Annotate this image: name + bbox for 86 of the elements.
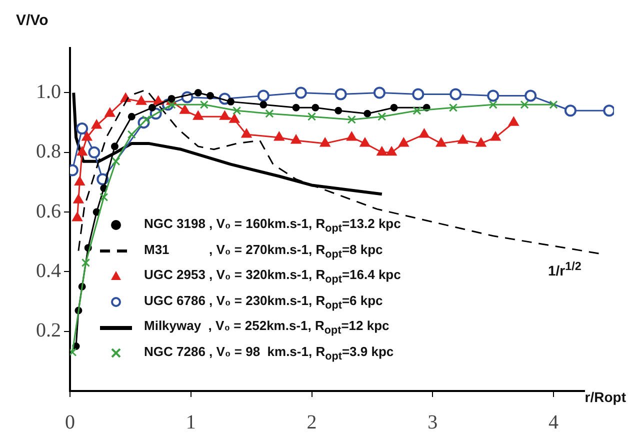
- point: [200, 100, 208, 109]
- y-tick-label: 0.6: [36, 200, 61, 222]
- point: [112, 157, 120, 166]
- legend-label: NGC 7286 , V₀ = 98 km.s-1, R$_{opt}$=3.9 kpc: [144, 344, 394, 363]
- legend-label: Milkyway , V₀ = 252km.s-1, R$_{opt}$=12 kpc: [144, 318, 390, 337]
- point: [488, 100, 498, 109]
- point: [74, 176, 85, 186]
- point: [88, 146, 100, 158]
- point: [168, 94, 176, 102]
- point: [232, 106, 242, 115]
- point: [373, 86, 386, 99]
- point: [194, 88, 202, 96]
- point: [334, 88, 347, 100]
- point: [360, 138, 370, 147]
- x-tick-label: 4: [548, 411, 559, 434]
- point: [487, 90, 500, 102]
- point: [412, 88, 424, 100]
- legend-label: UGC 6786 , V₀ = 230km.s-1, R$_{opt}$=6 kpc: [144, 292, 383, 312]
- point: [334, 106, 342, 114]
- point: [398, 138, 409, 147]
- point: [419, 128, 430, 138]
- point: [450, 88, 462, 100]
- point: [257, 90, 270, 102]
- point: [458, 134, 468, 144]
- point: [128, 112, 136, 120]
- point: [307, 112, 316, 121]
- point: [77, 146, 88, 156]
- point: [227, 98, 235, 106]
- point: [294, 86, 307, 99]
- point: [436, 138, 446, 147]
- point: [386, 146, 397, 156]
- point: [364, 110, 372, 118]
- point: [136, 96, 146, 105]
- y-tick-label: 0.8: [36, 140, 61, 163]
- point: [241, 128, 252, 138]
- point: [110, 142, 118, 150]
- point: [127, 130, 136, 139]
- point: [148, 104, 156, 112]
- x-tick-label: 3: [428, 411, 438, 434]
- x-tick-label: 1: [186, 411, 196, 434]
- point: [290, 134, 302, 144]
- point: [73, 194, 84, 204]
- point: [72, 212, 82, 222]
- point: [265, 109, 274, 118]
- point: [312, 104, 320, 112]
- point: [320, 138, 330, 147]
- point: [347, 115, 356, 124]
- point: [260, 100, 268, 108]
- point: [274, 132, 284, 141]
- point: [82, 132, 92, 141]
- point: [81, 258, 90, 268]
- x-tick-label: 0: [65, 411, 75, 434]
- x-axis-title: r/Ropt: [584, 389, 626, 405]
- point: [524, 90, 537, 102]
- point: [378, 112, 386, 121]
- y-tick-label: 0.4: [36, 260, 61, 282]
- point: [292, 104, 300, 112]
- point: [448, 103, 458, 112]
- point: [508, 116, 519, 126]
- point: [92, 120, 102, 129]
- x-tick-label: 2: [306, 411, 317, 434]
- point: [520, 100, 529, 109]
- point: [193, 110, 204, 120]
- legend-label: NGC 3198 , V₀ = 160km.s-1, R$_{opt}$=13.2 kpc: [144, 216, 401, 235]
- y-axis-title: V/Vo: [16, 12, 48, 29]
- point: [476, 138, 486, 147]
- legend-label: M31 , V₀ = 270km.s-1, R$_{opt}$=8 kpc: [144, 242, 383, 260]
- point: [564, 104, 576, 117]
- point: [180, 104, 190, 114]
- point: [549, 100, 558, 109]
- point: [76, 122, 88, 135]
- point: [104, 108, 115, 117]
- point: [603, 104, 614, 117]
- point: [412, 106, 422, 115]
- point: [220, 110, 230, 120]
- point: [229, 114, 240, 123]
- y-tick-label: 1.0: [36, 80, 61, 103]
- point: [376, 146, 387, 156]
- point: [390, 104, 398, 112]
- point: [206, 92, 214, 100]
- legend-label: UGC 2953 , V₀ = 320km.s-1, R$_{opt}$=16.4 kpc: [144, 267, 401, 286]
- annotation: 1/r$^{1/2}$: [548, 260, 582, 279]
- y-tick-label: 0.2: [36, 320, 61, 342]
- point: [100, 192, 108, 202]
- point: [346, 132, 357, 141]
- point: [490, 132, 501, 141]
